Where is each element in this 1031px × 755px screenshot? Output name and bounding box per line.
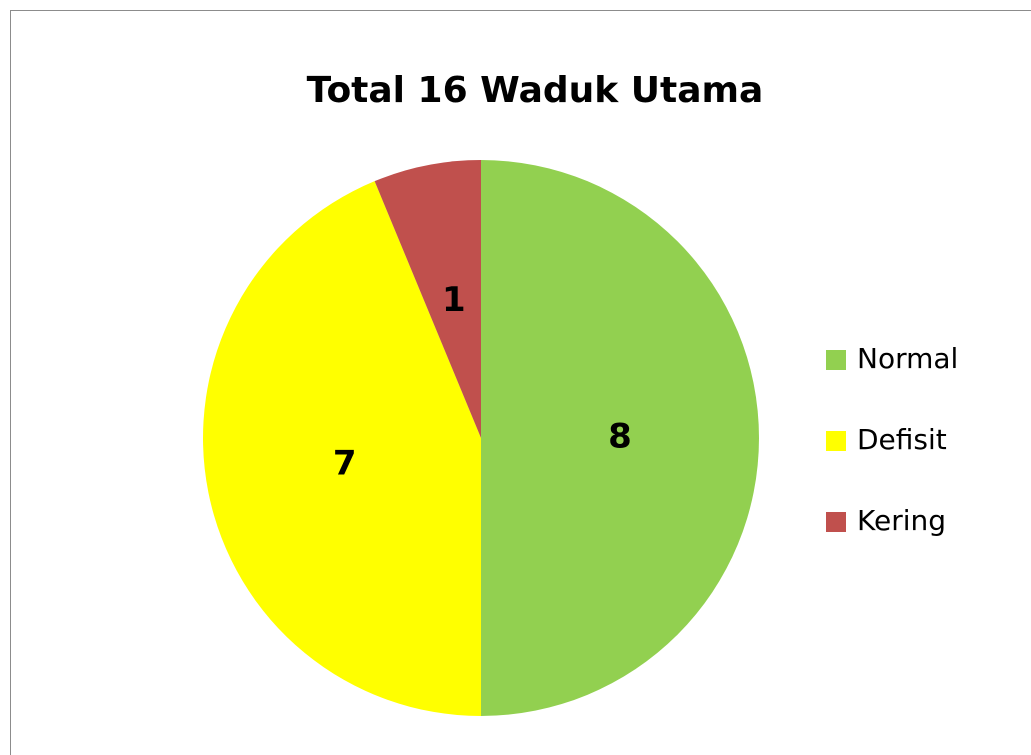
chart-title: Total 16 Waduk Utama [307, 70, 764, 111]
data-label: 1 [442, 280, 466, 320]
data-label: 8 [608, 417, 632, 457]
pie-slice [481, 160, 759, 716]
legend-swatch [826, 350, 846, 370]
pie-slice [202, 181, 481, 716]
legend-label: Normal [857, 342, 958, 375]
legend-label: Defisit [857, 423, 947, 456]
legend-swatch [826, 512, 846, 532]
data-label: 7 [333, 444, 357, 484]
legend-label: Kering [857, 504, 946, 537]
pie-slice [374, 160, 481, 438]
legend-swatch [826, 431, 846, 451]
